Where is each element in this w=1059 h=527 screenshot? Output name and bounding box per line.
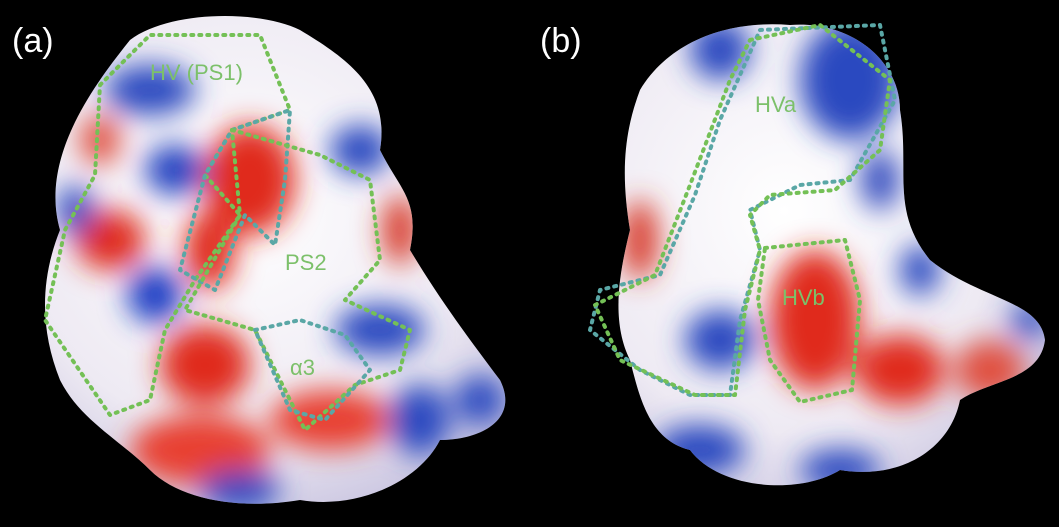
region-label: HVa xyxy=(755,92,797,117)
region-label: α3 xyxy=(290,355,315,380)
figure: (a) (b) HV (PS1) PS2 α3 HVa HVb xyxy=(0,0,1059,527)
region-label: PS2 xyxy=(285,250,327,275)
region-label: HVb xyxy=(782,285,825,310)
panel-label: (b) xyxy=(540,22,582,60)
region-label: HV (PS1) xyxy=(150,60,243,85)
panel-label: (a) xyxy=(12,22,54,60)
